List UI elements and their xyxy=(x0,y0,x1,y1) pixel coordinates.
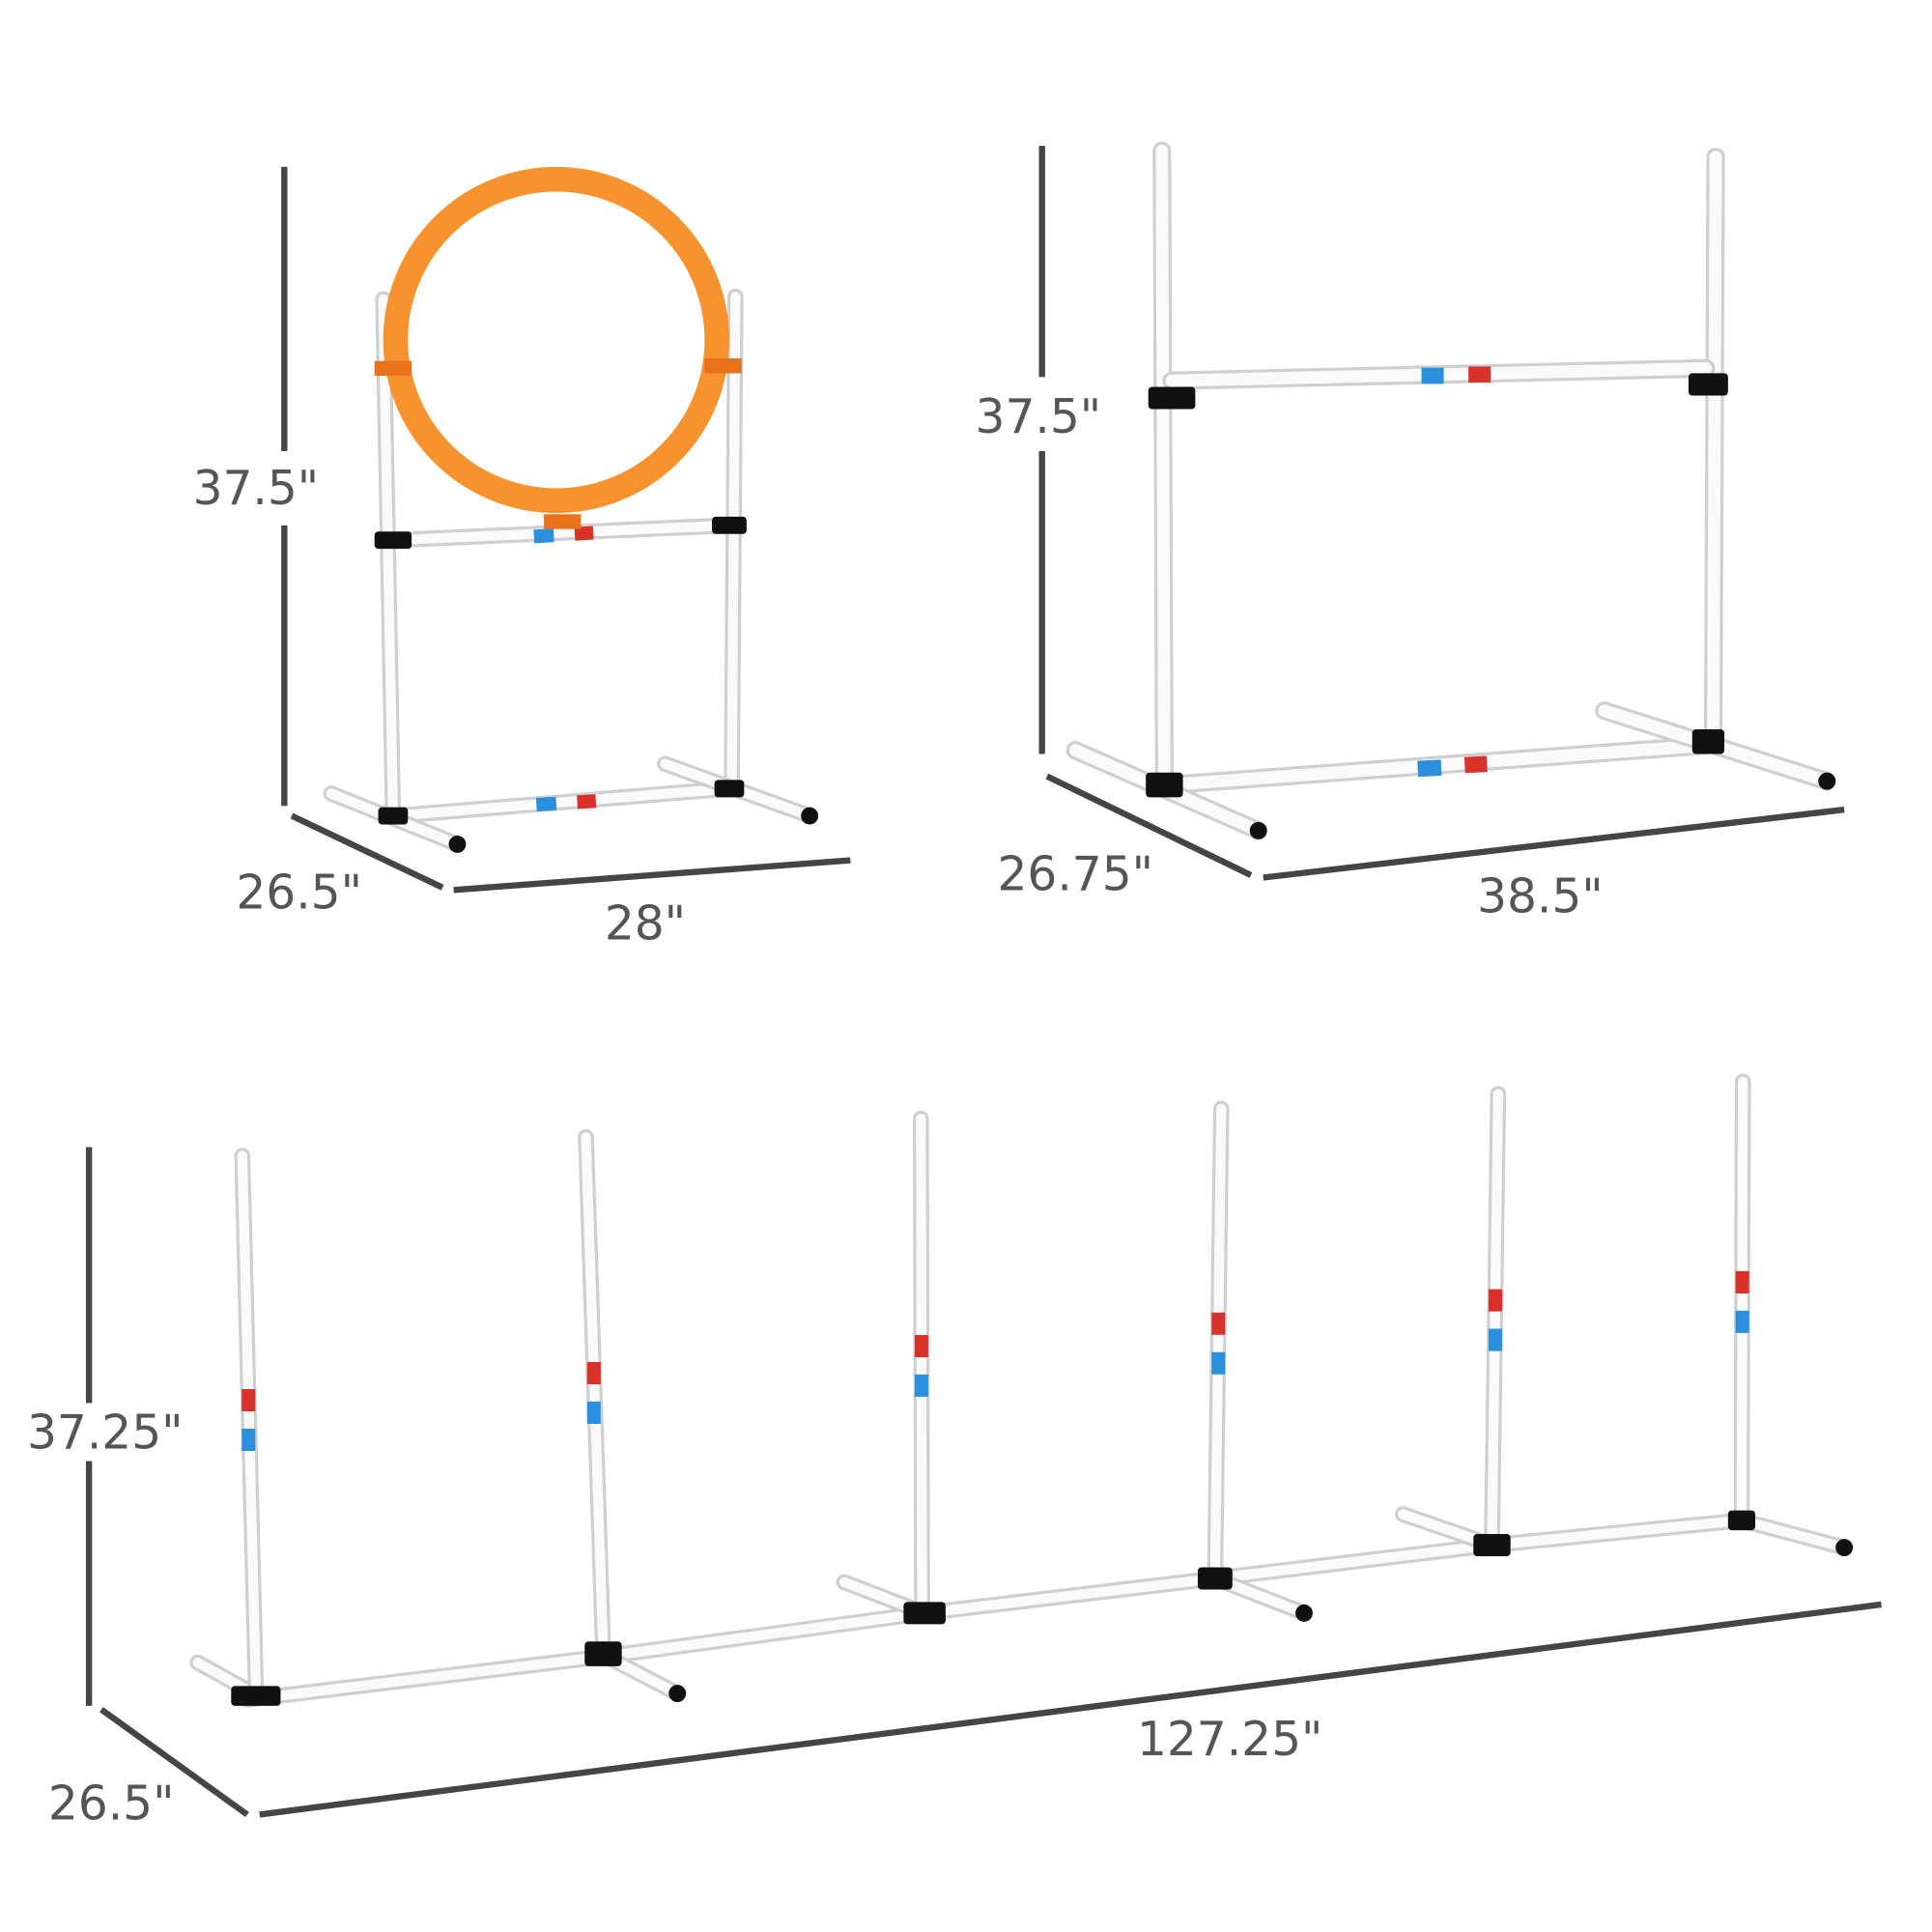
connector-joint xyxy=(378,807,409,825)
end-cap xyxy=(1835,1539,1854,1557)
weave-height-label: 37.25" xyxy=(27,1406,184,1461)
orange-hoop xyxy=(383,166,729,514)
weave-poles-dimensions: 37.25" 26.5" 127.25" xyxy=(27,1147,1882,1832)
connector-joint xyxy=(1688,373,1728,396)
weave-pole-highlight xyxy=(237,1151,261,1692)
depth-line xyxy=(99,1707,249,1818)
weave-base-bar-highlight xyxy=(242,1651,611,1705)
connector-joint xyxy=(1148,386,1196,410)
connector-joint xyxy=(374,531,412,550)
hoop-crossbar-highlight xyxy=(387,520,735,546)
connector-joint xyxy=(231,1686,281,1706)
hoop-width-label: 28" xyxy=(605,896,686,951)
weave-pole-highlight xyxy=(581,1132,609,1656)
depth-line xyxy=(1045,773,1253,878)
end-cap xyxy=(1249,821,1267,839)
end-cap xyxy=(801,807,819,825)
color-stripe xyxy=(1417,759,1442,778)
color-stripe xyxy=(535,796,557,812)
hoop-height-label: 37.5" xyxy=(193,462,320,516)
weave-base-bar-highlight xyxy=(1209,1540,1497,1584)
end-cap xyxy=(1295,1604,1313,1622)
connector-joint xyxy=(1691,728,1725,754)
connector-joint xyxy=(714,780,745,798)
color-stripe xyxy=(577,794,597,810)
end-cap xyxy=(668,1685,687,1702)
bar-width-label: 38.5" xyxy=(1477,869,1604,923)
hoop-jump-dimensions: 37.5" 26.5" 28" xyxy=(193,166,851,951)
hoop-depth-label: 26.5" xyxy=(236,866,362,920)
hoop-strap xyxy=(544,514,582,529)
connector-joint xyxy=(1727,1510,1756,1531)
end-cap xyxy=(448,836,467,853)
bar-height-label: 37.5" xyxy=(976,390,1102,444)
weave-base-bar-highlight xyxy=(920,1573,1220,1618)
weave-pole-highlight xyxy=(1487,1089,1503,1548)
equipment-illustrations xyxy=(189,141,1854,1708)
end-cap xyxy=(1818,772,1836,790)
weave-base-bar-highlight xyxy=(1487,1515,1747,1550)
weave-pole-highlight xyxy=(1209,1103,1227,1581)
color-stripe xyxy=(574,526,594,541)
weave-foot-highlight xyxy=(1736,1515,1850,1553)
weave-length-label: 127.25" xyxy=(1137,1713,1322,1767)
weave-depth-label: 26.5" xyxy=(48,1777,175,1832)
depth-line xyxy=(290,812,444,891)
connector-joint xyxy=(1473,1533,1511,1557)
connector-joint xyxy=(903,1602,946,1625)
connector-joint xyxy=(712,516,747,534)
connector-joint xyxy=(584,1641,622,1666)
hoop-strap xyxy=(374,360,412,376)
color-stripe xyxy=(533,528,554,544)
hoop-right-post-highlight xyxy=(726,291,741,794)
bar-left-post-highlight xyxy=(1155,144,1171,791)
hoop-left-post-highlight xyxy=(378,294,399,821)
connector-joint xyxy=(1197,1567,1233,1590)
weave-pole-highlight xyxy=(916,1113,927,1618)
hoop-strap xyxy=(704,358,742,374)
bar-jump-dimensions: 37.5" 26.75" 38.5" xyxy=(976,145,1845,923)
bar-depth-label: 26.75" xyxy=(997,847,1153,901)
color-stripe xyxy=(1463,755,1488,774)
length-line xyxy=(259,1601,1882,1818)
connector-joint xyxy=(1146,772,1183,798)
width-line xyxy=(453,857,851,894)
hoop-base-bar-highlight xyxy=(390,783,735,821)
bar-right-post-highlight xyxy=(1707,151,1722,749)
weave-base-bar-highlight xyxy=(600,1607,930,1662)
width-line xyxy=(1263,806,1845,881)
weave-pole-highlight xyxy=(1736,1076,1748,1523)
